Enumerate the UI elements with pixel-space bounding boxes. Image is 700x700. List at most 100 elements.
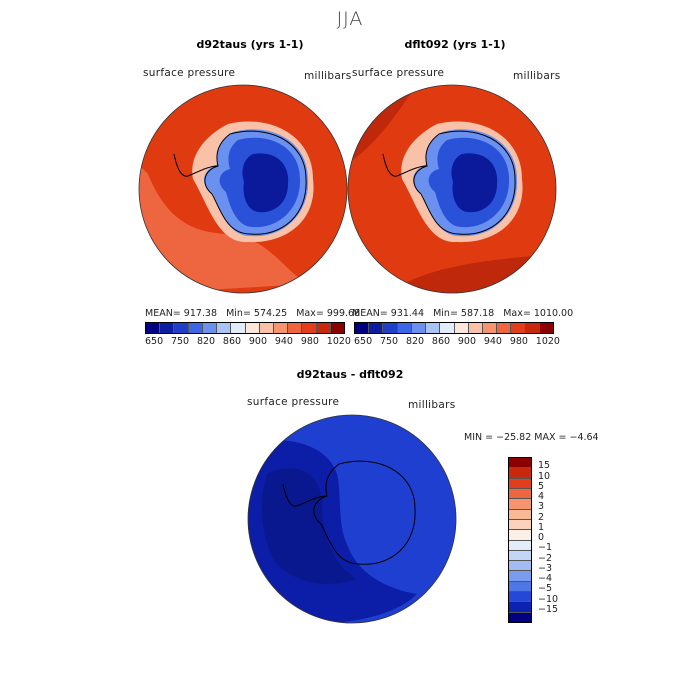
colorbar-cell bbox=[482, 323, 498, 333]
colorbar-diff-label: 15 bbox=[538, 460, 551, 472]
panel-1-variable: surface pressure bbox=[143, 67, 236, 79]
colorbar-cell bbox=[146, 323, 161, 333]
colorbar-cell bbox=[217, 323, 232, 333]
colorbar-cell bbox=[383, 323, 398, 333]
colorbar-cell bbox=[497, 323, 512, 333]
colorbar-panel-2-ticks: 650 750 820 860 900 940 980 1020 bbox=[354, 336, 560, 347]
map-diff bbox=[247, 414, 457, 624]
colorbar-cell bbox=[468, 323, 483, 333]
colorbar-diff-cell bbox=[509, 519, 531, 531]
colorbar-diff-cell bbox=[509, 530, 531, 541]
colorbar-tick-label: 1020 bbox=[535, 336, 560, 347]
colorbar-panel-1-ticks: 650 750 820 860 900 940 980 1020 bbox=[145, 336, 351, 347]
colorbar-diff-cell bbox=[509, 468, 531, 479]
panel-2-variable: surface pressure bbox=[352, 67, 445, 79]
panel-2-units: millibars bbox=[513, 70, 561, 82]
colorbar-cell bbox=[369, 323, 384, 333]
colorbar-diff-labels: 15 10 5 4 3 2 1 0 −1 −2 −3 −4 −5 −10 −15 bbox=[538, 457, 578, 621]
colorbar-cell bbox=[426, 323, 441, 333]
colorbar-diff-cell bbox=[509, 509, 531, 520]
panel-1-stats: MEAN= 917.38 Min= 574.25 Max= 999.68 bbox=[145, 308, 360, 319]
colorbar-cell bbox=[273, 323, 289, 333]
darker-region bbox=[261, 468, 357, 584]
colorbar-diff-label: −2 bbox=[538, 552, 553, 564]
panel-1-title: d92taus (yrs 1-1) bbox=[196, 38, 304, 51]
peninsula bbox=[173, 153, 219, 177]
panel-1-mean: MEAN= 917.38 bbox=[145, 308, 218, 319]
colorbar-diff-label: −3 bbox=[538, 562, 553, 574]
colorbar-tick-label: 940 bbox=[274, 336, 293, 347]
colorbar-cell bbox=[454, 323, 469, 333]
panel-1-max: Max= 999.68 bbox=[296, 308, 361, 319]
colorbar-diff-label: −4 bbox=[538, 573, 553, 584]
colorbar-diff-label: 1 bbox=[538, 521, 545, 533]
peninsula bbox=[282, 483, 328, 507]
figure-title: JJA bbox=[336, 8, 364, 30]
colorbar-diff-label: −10 bbox=[538, 593, 559, 605]
colorbar-diff-cell bbox=[509, 602, 531, 613]
map-panel-1 bbox=[138, 84, 348, 294]
colorbar-tick-label: 980 bbox=[509, 336, 528, 347]
panel-2-min: Min= 587.18 bbox=[433, 308, 495, 319]
colorbar-tick-label: 750 bbox=[379, 336, 399, 347]
colorbar-diff-label: 10 bbox=[538, 470, 551, 482]
panel-1-units: millibars bbox=[304, 70, 352, 82]
colorbar-diff-cell bbox=[509, 561, 531, 572]
colorbar-diff-cell bbox=[509, 612, 531, 622]
colorbar-cell bbox=[330, 323, 345, 333]
colorbar-diff-cell bbox=[509, 478, 531, 489]
colorbar-diff-cell bbox=[509, 540, 531, 551]
colorbar-cell bbox=[525, 323, 540, 333]
colorbar-diff-cell bbox=[509, 458, 531, 469]
colorbar-diff-label: 4 bbox=[538, 491, 545, 502]
colorbar-diff-label: 0 bbox=[538, 532, 545, 543]
colorbar-diff-cell bbox=[509, 550, 531, 562]
colorbar-diff-label: −1 bbox=[538, 542, 553, 554]
colorbar-tick-label: 900 bbox=[248, 336, 268, 347]
colorbar-tick-label: 650 bbox=[145, 336, 164, 347]
colorbar-diff-label: −15 bbox=[538, 603, 559, 615]
panel-2-mean: MEAN= 931.44 bbox=[352, 308, 425, 319]
colorbar-diff-cell bbox=[509, 499, 531, 510]
colorbar-diff-cell bbox=[509, 488, 531, 500]
colorbar-tick-label: 860 bbox=[222, 336, 242, 347]
colorbar-diff bbox=[508, 457, 532, 623]
panel-2-max: Max= 1010.00 bbox=[503, 308, 574, 319]
colorbar-cell bbox=[511, 323, 526, 333]
colorbar-panel-1 bbox=[145, 322, 345, 334]
colorbar-tick-label: 650 bbox=[354, 336, 373, 347]
colorbar-diff-label: 3 bbox=[538, 501, 545, 513]
colorbar-cell bbox=[202, 323, 218, 333]
diff-stats: MIN = −25.82 MAX = −4.64 bbox=[464, 432, 599, 443]
colorbar-cell bbox=[397, 323, 412, 333]
colorbar-cell bbox=[231, 323, 246, 333]
colorbar-panel-2 bbox=[354, 322, 554, 334]
colorbar-tick-label: 860 bbox=[431, 336, 451, 347]
colorbar-cell bbox=[411, 323, 427, 333]
colorbar-tick-label: 900 bbox=[457, 336, 477, 347]
peninsula bbox=[382, 153, 428, 177]
colorbar-cell bbox=[188, 323, 203, 333]
panel-2-title: dflt092 (yrs 1-1) bbox=[404, 38, 506, 51]
colorbar-tick-label: 1020 bbox=[326, 336, 351, 347]
colorbar-cell bbox=[259, 323, 274, 333]
colorbar-cell bbox=[160, 323, 175, 333]
colorbar-tick-label: 820 bbox=[405, 336, 425, 347]
map-panel-2 bbox=[347, 84, 557, 294]
panel-1-min: Min= 574.25 bbox=[226, 308, 288, 319]
colorbar-tick-label: 980 bbox=[300, 336, 319, 347]
colorbar-diff-cell bbox=[509, 592, 531, 603]
colorbar-cell bbox=[288, 323, 303, 333]
panel-2-stats: MEAN= 931.44 Min= 587.18 Max= 1010.00 bbox=[352, 308, 573, 319]
colorbar-cell bbox=[539, 323, 554, 333]
colorbar-tick-label: 820 bbox=[196, 336, 216, 347]
colorbar-diff-label: 2 bbox=[538, 511, 545, 523]
diff-variable: surface pressure bbox=[247, 396, 340, 408]
colorbar-diff-cell bbox=[509, 581, 531, 593]
colorbar-tick-label: 750 bbox=[170, 336, 190, 347]
land-dark bbox=[451, 153, 498, 213]
colorbar-cell bbox=[440, 323, 455, 333]
diff-units: millibars bbox=[408, 399, 456, 411]
colorbar-cell bbox=[174, 323, 189, 333]
diff-title: d92taus - dflt092 bbox=[296, 368, 404, 381]
